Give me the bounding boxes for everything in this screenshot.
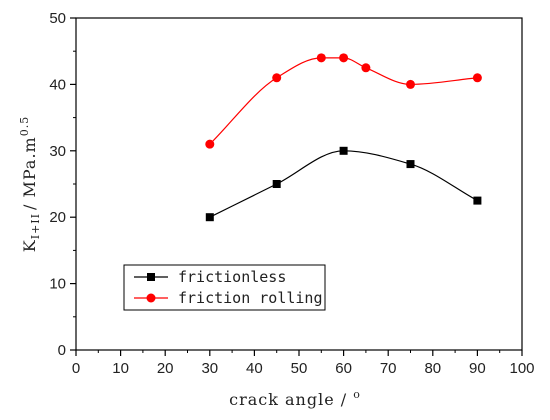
x-axis-title: crack angle / o	[229, 388, 361, 409]
legend-entry-friction-rolling: friction rolling	[134, 289, 323, 307]
y-tick-label: 30	[49, 143, 66, 160]
x-tick-label: 100	[509, 360, 534, 377]
data-point-frictionless	[339, 146, 348, 155]
x-tick-label: 0	[72, 360, 80, 377]
data-point-friction-rolling	[339, 53, 349, 63]
y-tick-label: 0	[58, 342, 66, 359]
legend-label-friction-rolling: friction rolling	[178, 289, 323, 307]
data-point-frictionless	[473, 196, 482, 205]
y-axis: 0 10 20 30 40 50	[49, 10, 76, 359]
y-tick-label: 50	[49, 10, 66, 27]
series-friction-rolling	[205, 53, 482, 149]
series-frictionless	[205, 146, 482, 222]
data-point-friction-rolling	[272, 73, 282, 83]
data-point-friction-rolling	[316, 53, 326, 63]
legend-marker-square	[147, 273, 155, 281]
x-tick-label: 80	[424, 360, 441, 377]
y-tick-label: 10	[49, 276, 66, 293]
y-tick-label: 40	[49, 76, 66, 93]
data-point-friction-rolling	[361, 63, 371, 73]
legend: frictionless friction rolling	[123, 264, 326, 311]
legend-box	[123, 264, 326, 311]
data-point-frictionless	[272, 180, 281, 188]
x-tick-label: 70	[380, 360, 397, 377]
series-layer	[205, 53, 482, 222]
x-tick-label: 60	[335, 360, 352, 377]
x-tick-label: 40	[246, 360, 263, 377]
data-point-frictionless	[406, 160, 415, 169]
legend-marker-circle	[146, 293, 156, 303]
data-point-friction-rolling	[205, 139, 215, 149]
data-point-frictionless	[205, 213, 214, 222]
y-tick-label: 20	[49, 209, 66, 226]
x-tick-label: 90	[469, 360, 486, 377]
legend-label-frictionless: frictionless	[178, 268, 286, 286]
x-tick-label: 20	[157, 360, 174, 377]
series-line-friction-rolling	[209, 57, 478, 145]
data-point-friction-rolling	[406, 79, 415, 89]
x-tick-label: 10	[112, 360, 129, 377]
series-line-frictionless	[209, 150, 478, 218]
legend-entry-frictionless: frictionless	[134, 268, 286, 286]
y-axis-title: KI+II/ MPa.m0.5	[18, 116, 42, 252]
data-point-friction-rolling	[472, 73, 482, 83]
x-tick-label: 30	[201, 360, 218, 377]
x-tick-label: 50	[291, 360, 308, 377]
x-axis: 0 10 20 30 40 50 60 70 80 90 100	[72, 350, 535, 377]
